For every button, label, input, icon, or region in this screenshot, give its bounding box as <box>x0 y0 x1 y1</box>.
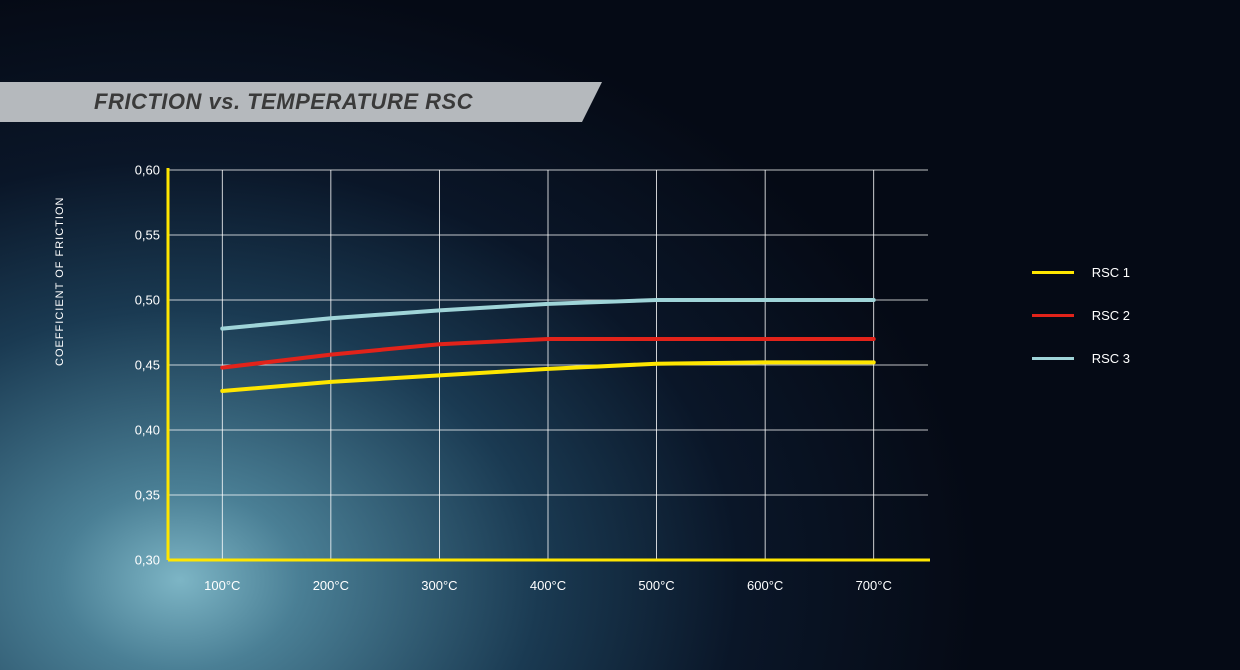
legend-item: RSC 1 <box>1032 265 1130 280</box>
x-tick-label: 500°C <box>638 578 674 593</box>
x-tick-label: 100°C <box>204 578 240 593</box>
y-tick-label: 0,55 <box>120 228 160 243</box>
legend-item: RSC 2 <box>1032 308 1130 323</box>
chart-title: FRICTION vs. TEMPERATURE RSC <box>94 89 473 115</box>
chart-area: COEFFICIENT OF FRICTION 0,300,350,400,45… <box>130 150 930 590</box>
x-tick-label: 700°C <box>856 578 892 593</box>
legend-swatch <box>1032 357 1074 360</box>
x-tick-label: 400°C <box>530 578 566 593</box>
y-tick-label: 0,60 <box>120 163 160 178</box>
legend: RSC 1 RSC 2 RSC 3 <box>1032 265 1130 394</box>
y-tick-label: 0,40 <box>120 423 160 438</box>
y-tick-label: 0,45 <box>120 358 160 373</box>
y-tick-label: 0,30 <box>120 553 160 568</box>
chart-title-bar: FRICTION vs. TEMPERATURE RSC <box>0 82 582 122</box>
y-axis-label: COEFFICIENT OF FRICTION <box>54 197 66 366</box>
chart-svg <box>130 150 930 590</box>
legend-swatch <box>1032 271 1074 274</box>
x-tick-label: 300°C <box>421 578 457 593</box>
legend-label: RSC 1 <box>1092 265 1130 280</box>
legend-label: RSC 2 <box>1092 308 1130 323</box>
legend-swatch <box>1032 314 1074 317</box>
y-tick-label: 0,35 <box>120 488 160 503</box>
legend-label: RSC 3 <box>1092 351 1130 366</box>
x-tick-label: 200°C <box>313 578 349 593</box>
y-tick-label: 0,50 <box>120 293 160 308</box>
x-tick-label: 600°C <box>747 578 783 593</box>
legend-item: RSC 3 <box>1032 351 1130 366</box>
